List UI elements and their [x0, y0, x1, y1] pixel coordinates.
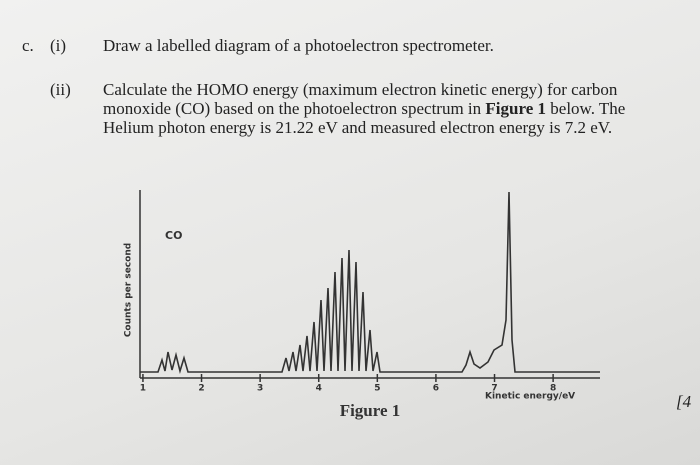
x-tick-label: 7	[491, 384, 497, 394]
spectrum	[140, 191, 600, 374]
part-number: (i)	[50, 36, 67, 55]
x-tick-label: 2	[198, 384, 204, 394]
x-tick-label: 6	[433, 384, 439, 394]
y-label: Counts per second	[124, 243, 134, 337]
part-text: Draw a labelled diagram of a photoelectr…	[103, 36, 494, 55]
x-tick-label: 3	[257, 384, 263, 394]
text-bold: Figure 1	[485, 99, 547, 118]
x-tick-label: 1	[140, 384, 146, 394]
text: below. The Helium photon energy is 21.22…	[103, 99, 626, 137]
part-text: Calculate the HOMO energy (maximum elect…	[103, 80, 663, 137]
part-number: (ii)	[50, 80, 71, 99]
x-label: Kinetic energy/eV	[485, 392, 575, 402]
marks: [4	[676, 392, 692, 411]
x-tick-label: 5	[374, 384, 380, 394]
x-tick-label: 4	[316, 384, 322, 394]
question-label: c.	[22, 36, 34, 55]
x-tick-label: 8	[550, 384, 556, 394]
annotation: CO	[165, 229, 182, 242]
text: Calculate the HOMO energy (maximum elect…	[103, 80, 618, 118]
caption: Figure 1	[340, 401, 401, 420]
